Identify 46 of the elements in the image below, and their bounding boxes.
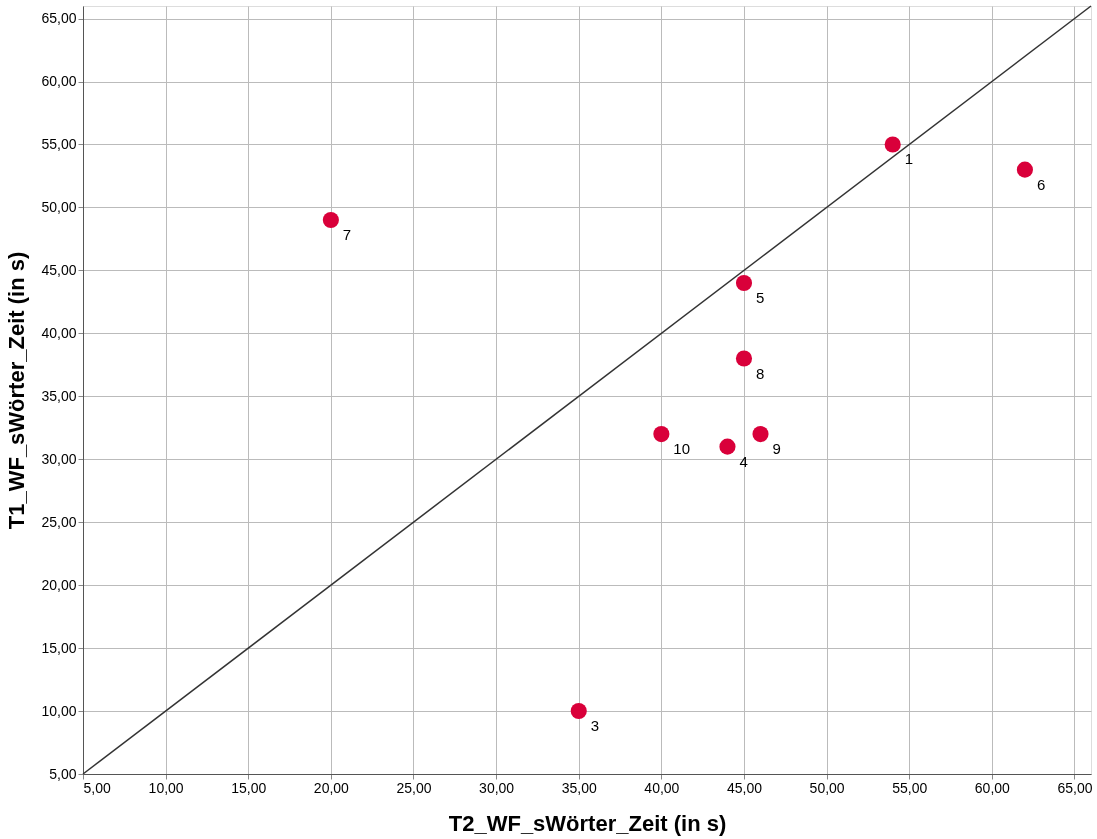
- y-tick-label: 55,00: [41, 135, 77, 152]
- annotation: 3: [590, 717, 600, 735]
- y-tick-label: 45,00: [41, 261, 77, 278]
- x-tick-label: 40,00: [644, 779, 680, 796]
- point: [735, 274, 753, 292]
- point: [1016, 161, 1033, 178]
- point: [735, 350, 753, 367]
- x-tick-label: 45,00: [726, 779, 763, 796]
- point: [570, 703, 587, 720]
- x-tick-label: 50,00: [809, 779, 845, 796]
- point: [752, 426, 769, 443]
- y-tick-label: 60,00: [41, 73, 77, 90]
- x-tick-label: 25,00: [396, 779, 432, 796]
- annotation: 7: [342, 226, 352, 244]
- x-tick-label: 35,00: [561, 779, 597, 796]
- y-tick-label: 20,00: [41, 576, 77, 593]
- y-tick-label: 5,00: [49, 765, 77, 782]
- point: [884, 136, 901, 153]
- annotation: 9: [772, 440, 781, 458]
- annotation: 10: [673, 440, 691, 458]
- x-tick-label: 15,00: [231, 779, 267, 796]
- point: [653, 426, 670, 443]
- x-tick-label: 30,00: [479, 779, 515, 796]
- annotation: 6: [1036, 175, 1046, 193]
- y-tick-label: 50,00: [41, 198, 77, 215]
- x-tick-label: 10,00: [148, 779, 184, 796]
- y-tick-label: 35,00: [41, 387, 77, 404]
- annotation: 4: [739, 452, 748, 470]
- annotation: 1: [904, 150, 914, 168]
- point: [322, 211, 339, 229]
- y-tick-label: 40,00: [41, 324, 77, 341]
- y-tick-label: 25,00: [41, 513, 77, 530]
- x-axis-title: T2_WF_sWörter_Zeit (in s): [448, 810, 727, 836]
- y-tick-label: 15,00: [41, 639, 77, 656]
- x-tick-label: 55,00: [892, 779, 928, 796]
- x-tick-label: 5,00: [83, 779, 111, 796]
- x-tick-label: 20,00: [313, 779, 350, 796]
- y-tick-label: 30,00: [41, 450, 77, 467]
- y-tick-label: 10,00: [41, 702, 77, 719]
- y-tick-label: 65,00: [41, 10, 77, 27]
- annotation: 8: [755, 364, 765, 382]
- point: [719, 438, 736, 455]
- y-axis-title: T1_WF_sWörter_Zeit (in s): [4, 251, 30, 530]
- annotation: 5: [755, 288, 765, 306]
- x-tick-label: 65,00: [1057, 779, 1093, 796]
- x-tick-label: 60,00: [974, 779, 1011, 796]
